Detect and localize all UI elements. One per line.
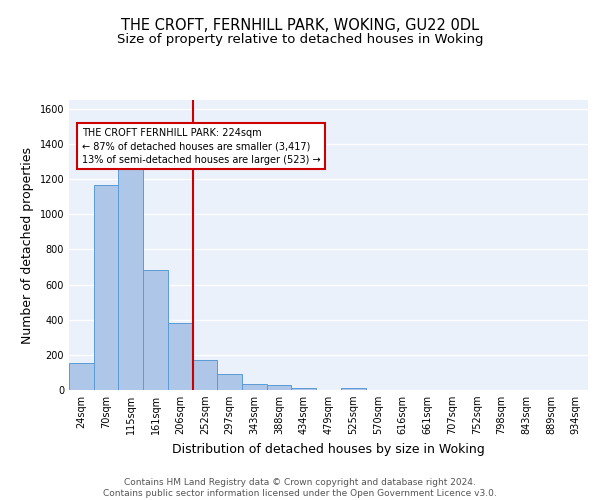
Text: Size of property relative to detached houses in Woking: Size of property relative to detached ho… [117, 32, 483, 46]
Bar [168, 323, 193, 390]
Bar [267, 385, 292, 390]
Bar [217, 374, 242, 390]
Y-axis label: Number of detached properties: Number of detached properties [21, 146, 34, 344]
Text: Contains HM Land Registry data © Crown copyright and database right 2024.
Contai: Contains HM Land Registry data © Crown c… [103, 478, 497, 498]
Bar [292, 388, 316, 390]
X-axis label: Distribution of detached houses by size in Woking: Distribution of detached houses by size … [172, 442, 485, 456]
Text: THE CROFT FERNHILL PARK: 224sqm
← 87% of detached houses are smaller (3,417)
13%: THE CROFT FERNHILL PARK: 224sqm ← 87% of… [82, 128, 320, 164]
Bar [193, 360, 217, 390]
Text: THE CROFT, FERNHILL PARK, WOKING, GU22 0DL: THE CROFT, FERNHILL PARK, WOKING, GU22 0… [121, 18, 479, 32]
Bar [94, 185, 118, 390]
Bar [69, 364, 94, 390]
Bar [118, 170, 143, 390]
Bar [242, 384, 267, 390]
Bar [341, 388, 365, 390]
Bar [143, 270, 168, 390]
